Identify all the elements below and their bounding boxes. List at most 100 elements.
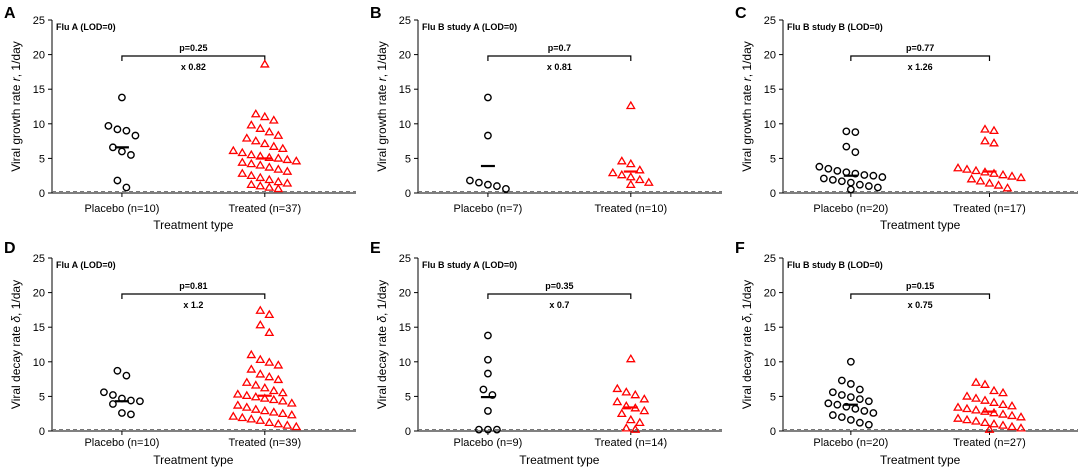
data-point-triangle	[273, 418, 284, 428]
data-point-circle	[118, 147, 126, 156]
data-point-circle	[837, 413, 846, 422]
data-point-triangle	[962, 164, 972, 173]
data-point-circle	[484, 131, 492, 140]
data-point-circle	[113, 125, 122, 134]
data-point-circle	[118, 409, 126, 417]
data-point-triangle	[625, 414, 636, 424]
panel-title: Flu B study B (LOD=0)	[787, 260, 883, 270]
y-axis-label-symbol: r	[375, 76, 389, 81]
data-point-triangle	[237, 168, 248, 177]
data-point-triangle	[255, 123, 266, 132]
data-point-triangle	[1016, 172, 1026, 182]
y-axis-label-symbol: δ	[375, 316, 389, 323]
data-point-triangle	[998, 409, 1008, 418]
fold-change-label: x 0.75	[908, 300, 933, 310]
data-point-circle	[846, 178, 855, 187]
data-point-circle	[109, 391, 117, 399]
panel-title: Flu A (LOD=0)	[56, 260, 116, 270]
x-category-label: Treated (n=39)	[228, 437, 301, 449]
data-point-circle	[502, 184, 510, 193]
x-axis-label: Treatment type	[153, 453, 234, 467]
data-point-circle	[466, 176, 474, 185]
data-point-circle	[864, 182, 873, 190]
y-tick-label: 20	[399, 288, 411, 300]
data-point-triangle	[286, 398, 297, 407]
y-axis-label-prefix: Viral growth rate	[740, 81, 754, 172]
data-point-triangle	[634, 417, 645, 427]
p-value-label: p=0.77	[906, 43, 934, 53]
data-point-triangle	[980, 379, 990, 388]
y-tick-label: 15	[399, 84, 411, 96]
data-point-circle	[846, 380, 855, 388]
data-point-triangle	[971, 377, 981, 386]
data-point-circle	[833, 166, 842, 175]
y-axis-label: Viral decay rate δ, 1/day	[375, 280, 389, 409]
panel-E: E Flu B study A (LOD=0) 0 5 10 15 20 25 Viral de…	[370, 240, 722, 467]
fold-change-label: x 0.81	[547, 62, 572, 72]
series-treated	[607, 100, 654, 189]
significance-bracket	[487, 55, 632, 61]
data-point-triangle	[259, 393, 270, 402]
data-point-triangle	[625, 179, 636, 189]
data-point-triangle	[250, 136, 261, 145]
data-point-triangle	[250, 109, 261, 118]
x-category-label: Treated (n=10)	[594, 203, 667, 215]
data-point-circle	[122, 371, 131, 380]
data-point-triangle	[259, 383, 270, 392]
data-point-triangle	[625, 100, 636, 110]
data-point-triangle	[607, 167, 618, 177]
data-point-circle	[842, 142, 851, 151]
data-point-triangle	[1007, 421, 1017, 431]
data-point-triangle	[277, 408, 288, 418]
y-axis-label-prefix: Viral decay rate	[9, 323, 23, 410]
data-point-circle	[833, 400, 842, 409]
data-point-triangle	[616, 156, 627, 165]
y-axis-label-suffix: , 1/day	[740, 41, 754, 77]
data-point-triangle	[282, 178, 293, 187]
data-point-triangle	[980, 417, 990, 427]
data-point-circle	[864, 397, 873, 406]
x-axis-label: Treatment type	[519, 453, 600, 467]
data-point-circle	[122, 126, 131, 135]
data-point-triangle	[962, 403, 972, 413]
y-tick-label: 25	[764, 15, 776, 27]
data-point-triangle	[971, 416, 981, 425]
y-axis-label-symbol: δ	[9, 316, 23, 323]
data-point-triangle	[273, 130, 284, 139]
y-tick-label: 25	[33, 15, 45, 27]
data-point-triangle	[286, 410, 297, 419]
data-point-triangle	[630, 389, 641, 399]
data-point-triangle	[264, 127, 275, 136]
series-placebo	[824, 357, 878, 429]
y-tick-label: 25	[764, 253, 776, 265]
y-tick-label: 20	[33, 288, 45, 300]
data-point-triangle	[639, 405, 650, 415]
panel-B: B Flu B study A (LOD=0) 0 5 10 15 20 25 Viral gr…	[370, 5, 722, 215]
panel-title: Flu B study A (LOD=0)	[422, 22, 517, 32]
y-tick-label: 0	[405, 188, 411, 200]
data-point-triangle	[264, 162, 275, 171]
y-tick-label: 0	[770, 188, 776, 200]
data-point-triangle	[255, 415, 266, 424]
series-treated	[953, 377, 1026, 433]
y-axis-label-prefix: Viral decay rate	[740, 323, 754, 410]
data-point-triangle	[246, 349, 257, 359]
data-point-triangle	[250, 392, 261, 401]
data-point-triangle	[621, 423, 632, 432]
data-point-triangle	[277, 143, 288, 153]
y-axis-label-suffix: , 1/day	[375, 41, 389, 77]
series-placebo	[466, 93, 510, 193]
y-tick-label: 0	[770, 426, 776, 438]
data-point-triangle	[998, 420, 1008, 429]
data-point-triangle	[241, 402, 252, 411]
data-point-triangle	[228, 145, 239, 155]
data-point-triangle	[639, 394, 650, 403]
data-point-triangle	[998, 399, 1008, 409]
data-point-triangle	[273, 153, 284, 162]
data-point-circle	[824, 399, 833, 408]
series-treated	[612, 353, 650, 433]
data-point-circle	[127, 151, 135, 159]
x-category-label: Treated (n=17)	[953, 203, 1026, 215]
series-placebo	[475, 331, 501, 434]
x-category-label: Treated (n=37)	[228, 203, 301, 215]
